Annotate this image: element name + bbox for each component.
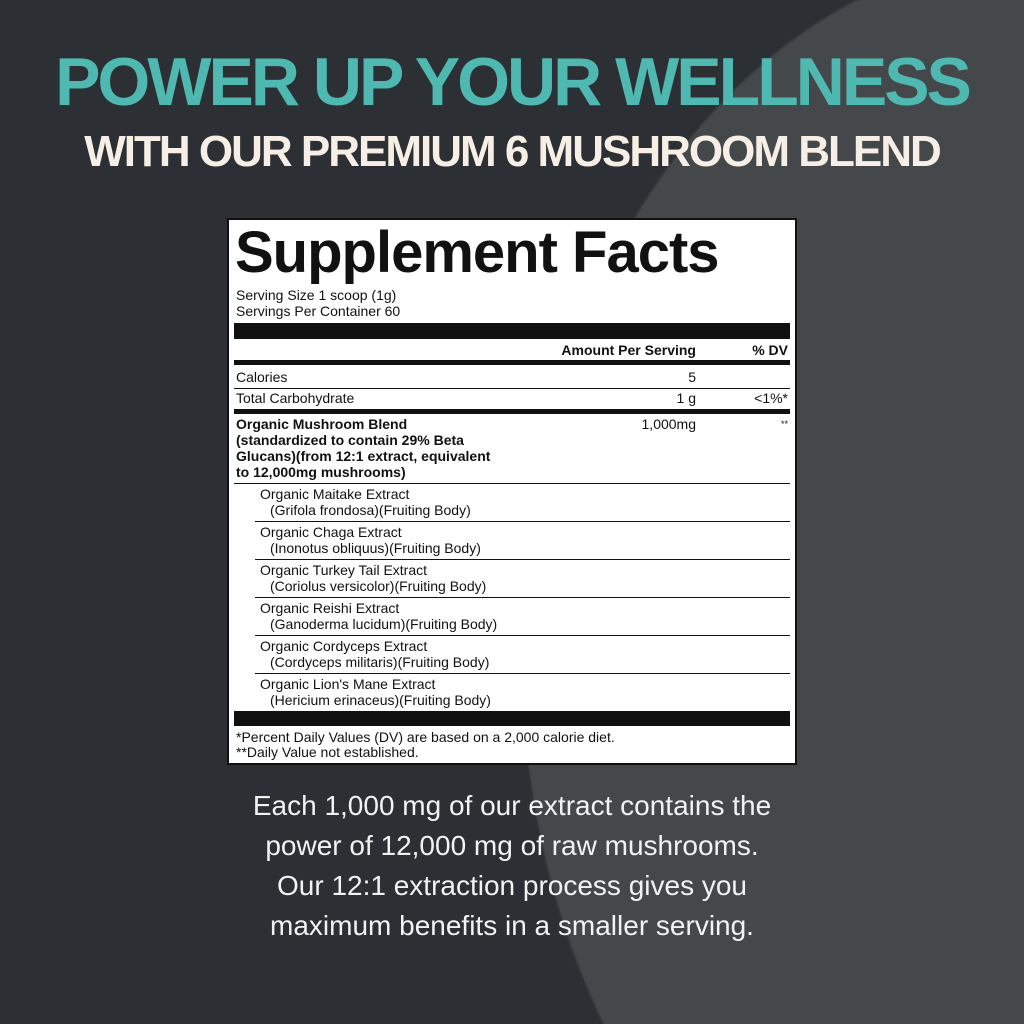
blend-detail: Glucans)(from 12:1 extract, equivalent <box>236 448 491 464</box>
ingredient-name: Organic Maitake Extract <box>260 486 410 502</box>
divider-medium <box>234 360 790 365</box>
ingredient-name: Organic Cordyceps Extract <box>260 638 428 654</box>
footnote: *Percent Daily Values (DV) are based on … <box>236 729 615 745</box>
divider-thick <box>234 711 790 726</box>
ingredient-source: (Inonotus obliquus)(Fruiting Body) <box>270 540 481 556</box>
blend-name: Organic Mushroom Blend <box>236 416 408 432</box>
ingredient-source: (Hericium erinaceus)(Fruiting Body) <box>270 692 491 708</box>
blend-detail: (standardized to contain 29% Beta <box>236 432 464 448</box>
divider-thin <box>234 483 790 484</box>
ingredient-source: (Cordyceps militaris)(Fruiting Body) <box>270 654 490 670</box>
ingredient-source: (Ganoderma lucidum)(Fruiting Body) <box>270 616 498 632</box>
nutrient-amount: 1 g <box>676 390 696 406</box>
ingredient-row: Organic Cordyceps Extract (Cordyceps mili… <box>260 638 489 670</box>
nutrient-amount: 5 <box>688 369 696 385</box>
blend-row: Organic Mushroom Blend (standardized to … <box>236 416 788 480</box>
blend-detail: to 12,000mg mushrooms) <box>236 464 406 480</box>
ingredient-row: Organic Chaga Extract (Inonotus obliquus)… <box>260 524 481 556</box>
ingredient-source: (Coriolus versicolor)(Fruiting Body) <box>270 578 487 594</box>
ingredient-source: (Grifola frondosa)(Fruiting Body) <box>270 502 471 518</box>
ingredient-name: Organic Turkey Tail Extract <box>260 562 428 578</box>
divider-thin <box>234 388 790 389</box>
nutrient-name: Total Carbohydrate <box>236 390 355 406</box>
blend-amount: 1,000mg <box>641 416 696 432</box>
ingredient-name: Organic Lion's Mane Extract <box>260 676 436 692</box>
footnote: **Daily Value not established. <box>236 744 419 760</box>
headline: POWER UP YOUR WELLNESS <box>55 44 972 120</box>
divider-medium <box>234 409 790 414</box>
divider-thick <box>234 323 790 339</box>
description-line: Each 1,000 mg of our extract contains th… <box>252 790 772 821</box>
servings-per-container: Servings Per Container 60 <box>236 303 401 319</box>
description-line: Our 12:1 extraction process gives you <box>276 870 747 901</box>
nutrient-name: Calories <box>236 369 288 385</box>
blend-dv: ** <box>780 419 788 429</box>
divider-thin <box>255 635 790 636</box>
subheadline: WITH OUR PREMIUM 6 MUSHROOM BLEND <box>84 127 942 176</box>
ingredient-row: Organic Turkey Tail Extract (Coriolus ver… <box>260 562 486 594</box>
ingredient-row: Organic Lion's Mane Extract (Hericium eri… <box>260 676 491 708</box>
description: Each 1,000 mg of our extract contains th… <box>0 786 1024 946</box>
label-title: Supplement Facts <box>235 220 720 285</box>
nutrient-row: Calories 5 <box>236 369 788 385</box>
ingredient-name: Organic Chaga Extract <box>260 524 402 540</box>
amount-header: Amount Per Serving <box>561 342 696 358</box>
divider-thin <box>255 521 790 522</box>
description-line: maximum benefits in a smaller serving. <box>270 910 754 941</box>
divider-thin <box>255 673 790 674</box>
ingredient-row: Organic Maitake Extract (Grifola frondosa… <box>260 486 471 518</box>
nutrient-row: Total Carbohydrate 1 g <1%* <box>236 390 788 406</box>
divider-thin <box>255 559 790 560</box>
dv-header: % DV <box>752 342 788 358</box>
ingredient-row: Organic Reishi Extract (Ganoderma lucidum… <box>260 600 497 632</box>
divider-thin <box>255 597 790 598</box>
serving-size: Serving Size 1 scoop (1g) <box>236 287 397 303</box>
supplement-facts-label: Supplement Facts Serving Size 1 scoop (1… <box>227 218 797 765</box>
ingredient-name: Organic Reishi Extract <box>260 600 400 616</box>
description-line: power of 12,000 mg of raw mushrooms. <box>265 830 759 861</box>
nutrient-dv: <1%* <box>754 390 788 406</box>
